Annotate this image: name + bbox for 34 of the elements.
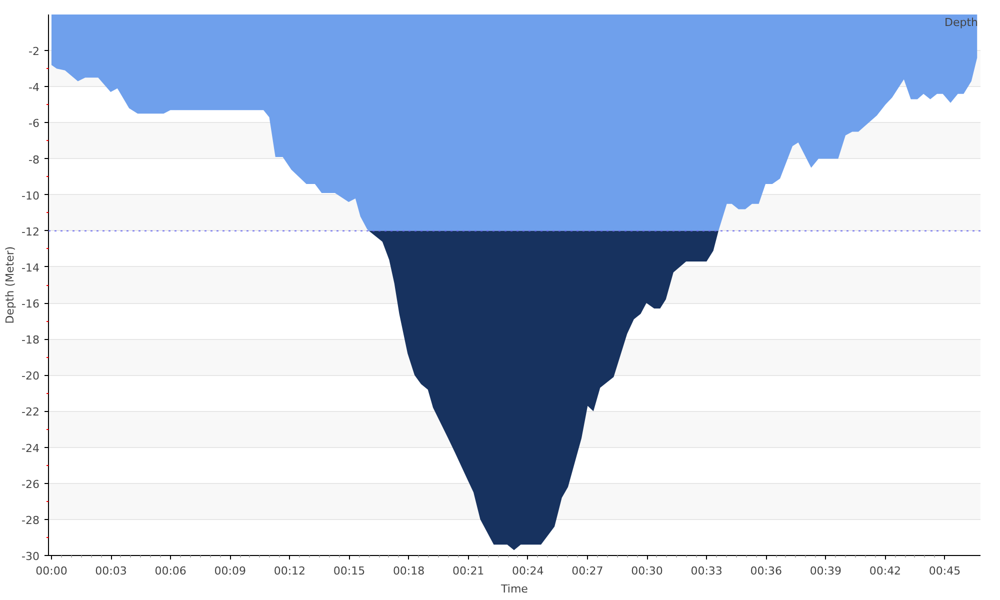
x-tick-label: 00:30 xyxy=(631,564,663,578)
x-tick-label: 00:03 xyxy=(95,564,127,578)
y-tick-label: -16 xyxy=(22,298,40,311)
x-tick-label: 00:24 xyxy=(512,564,544,578)
x-tick-label: 00:06 xyxy=(154,564,186,578)
x-tick-label: 00:00 xyxy=(36,564,68,578)
y-tick-label: -28 xyxy=(22,514,40,527)
series-label: Depth xyxy=(944,16,978,29)
y-tick-label: -14 xyxy=(22,261,40,274)
x-tick-label: 00:12 xyxy=(274,564,306,578)
y-axis-title: Depth (Meter) xyxy=(4,246,17,324)
y-tick-label: -10 xyxy=(22,189,40,202)
x-tick-label: 00:18 xyxy=(392,564,425,578)
y-tick-label: -8 xyxy=(28,153,40,166)
y-tick-label: -4 xyxy=(28,81,40,94)
y-tick-label: -20 xyxy=(22,370,40,383)
y-tick-label: -18 xyxy=(22,334,40,347)
x-axis-title: Time xyxy=(500,582,528,596)
y-tick-label: -30 xyxy=(22,550,40,563)
y-tick-label: -22 xyxy=(22,406,40,419)
x-tick-label: 00:15 xyxy=(333,564,366,578)
x-tick-label: 00:36 xyxy=(750,564,782,578)
y-tick-label: -6 xyxy=(28,117,40,130)
x-tick-label: 00:09 xyxy=(214,564,246,578)
y-tick-label: -12 xyxy=(22,225,40,238)
x-tick-label: 00:45 xyxy=(928,564,961,578)
y-tick-label: -2 xyxy=(28,45,40,58)
y-tick-label: -24 xyxy=(22,442,40,455)
x-tick-label: 00:27 xyxy=(572,564,604,578)
x-tick-label: 00:21 xyxy=(452,564,484,578)
x-tick-label: 00:33 xyxy=(690,564,722,578)
y-tick-label: -26 xyxy=(22,478,40,491)
x-tick-label: 00:39 xyxy=(810,564,842,578)
x-tick-label: 00:42 xyxy=(869,564,902,578)
